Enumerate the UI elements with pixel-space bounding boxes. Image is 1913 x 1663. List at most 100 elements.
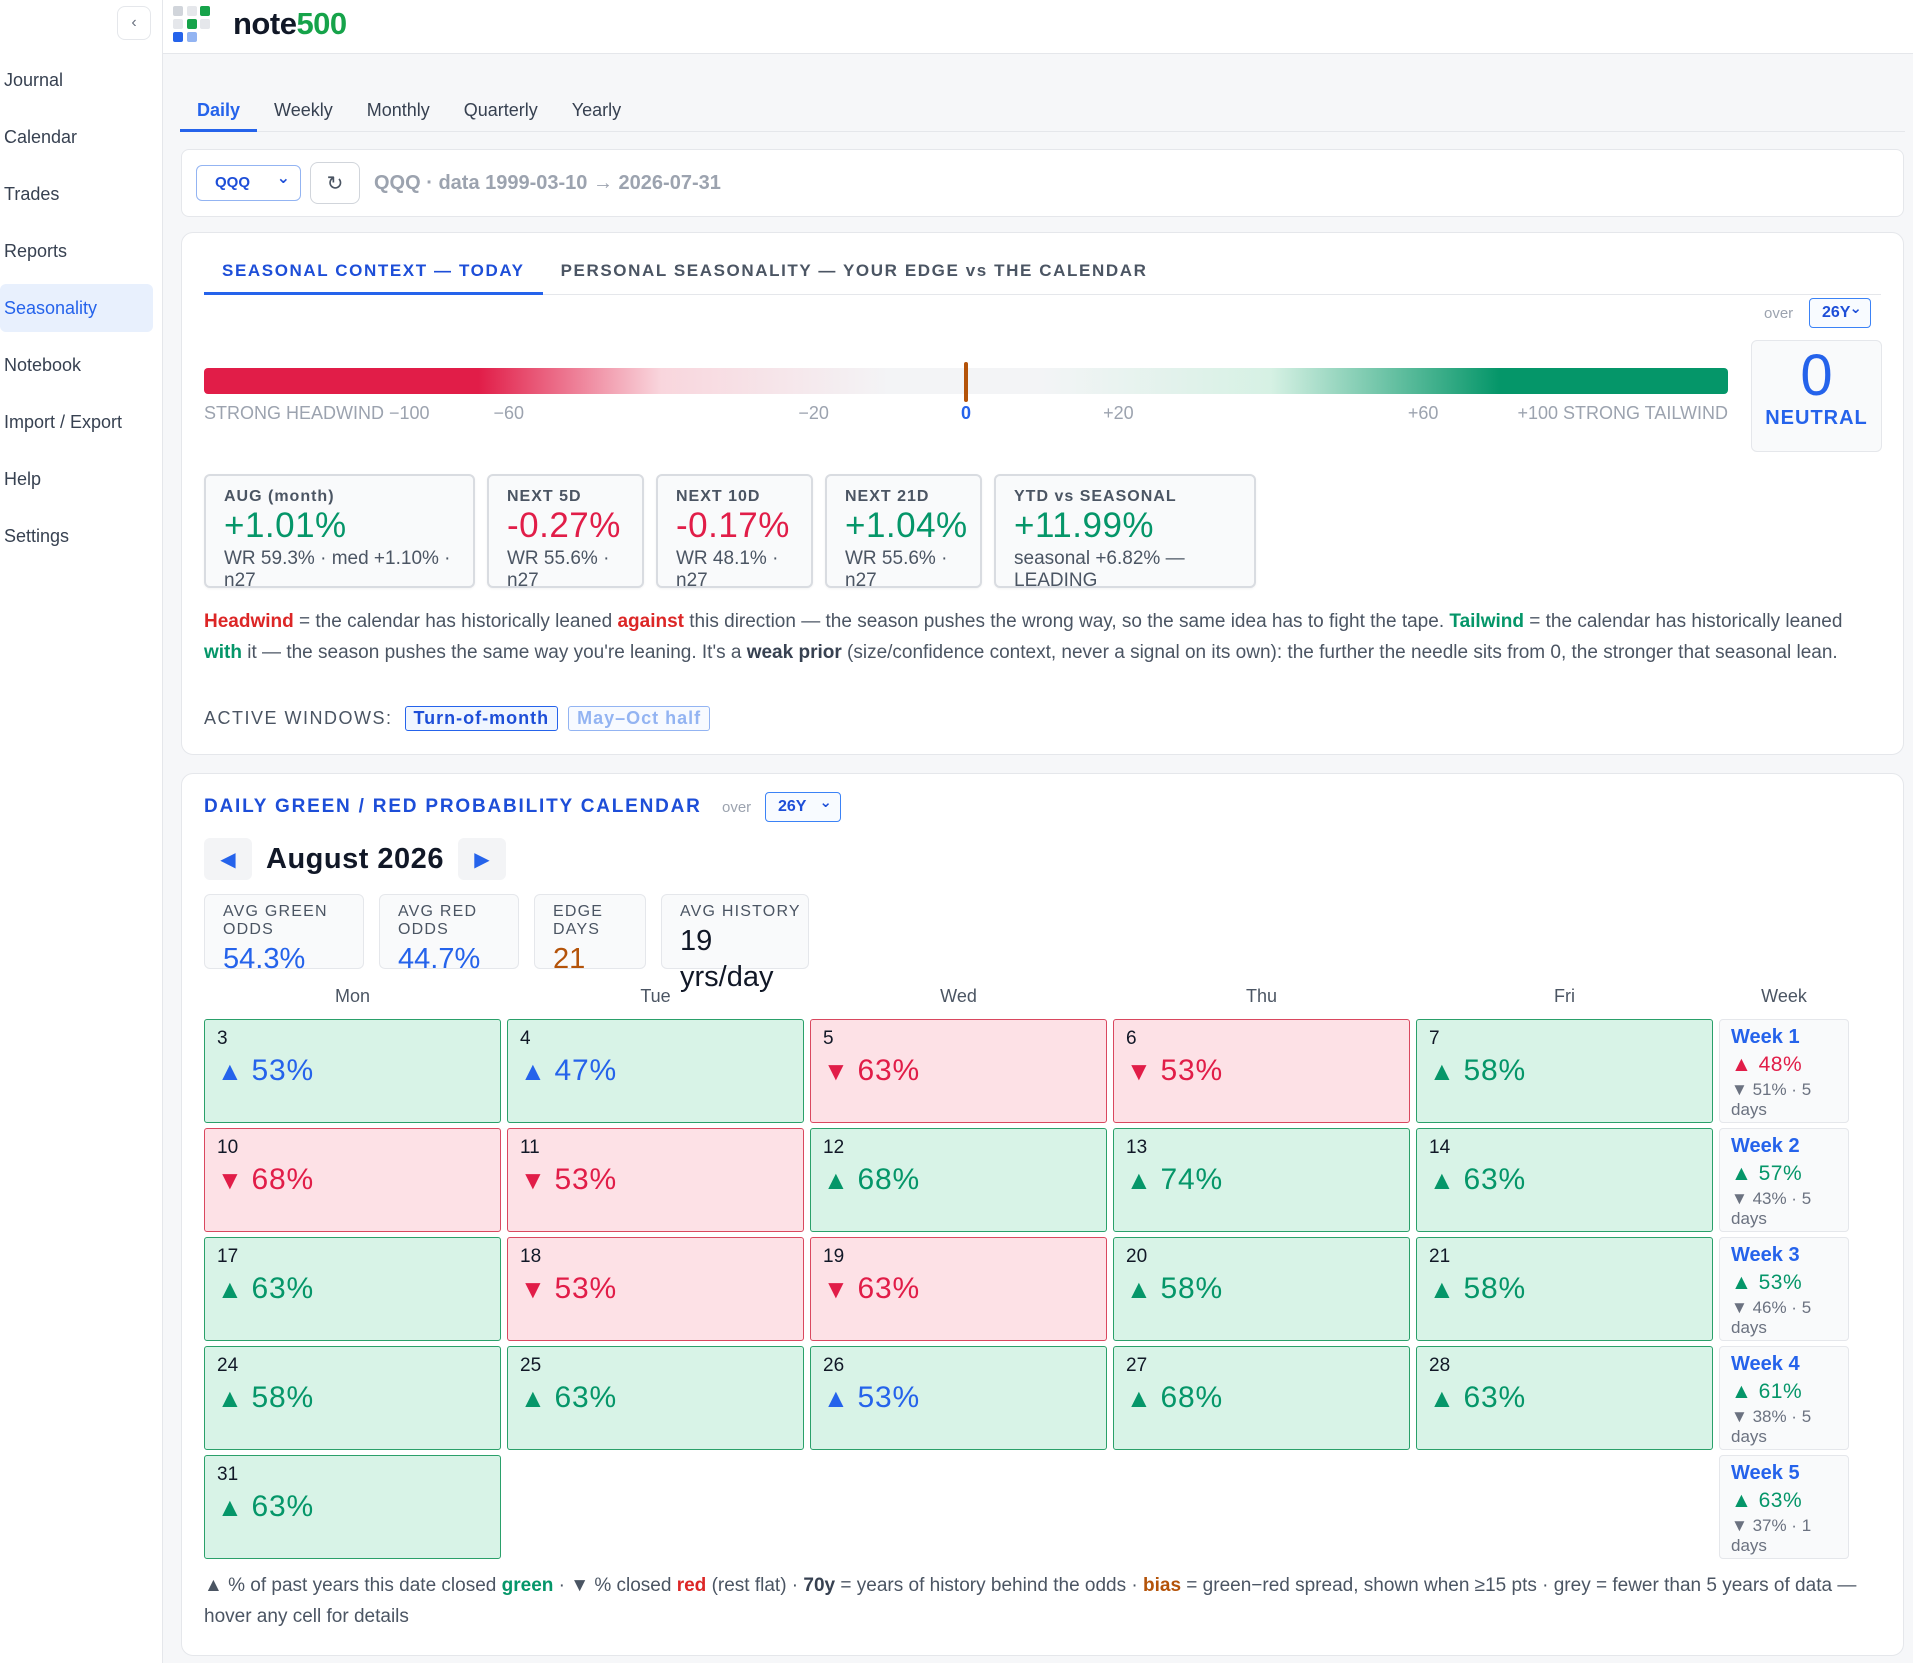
refresh-button[interactable]: ↻ bbox=[310, 162, 360, 204]
week-summary[interactable]: Week 2 ▲ 57% ▼ 43% · 5 days bbox=[1719, 1128, 1849, 1232]
ticker-bar: QQQ ↻ QQQ · data 1999-03-10 → 2026-07-31 bbox=[181, 149, 1904, 217]
week-red-value: 37% · 1 days bbox=[1731, 1516, 1812, 1555]
week-red-value: 43% · 5 days bbox=[1731, 1189, 1812, 1228]
context-range-select[interactable]: 26Y bbox=[1809, 295, 1871, 328]
weekday-fri: Fri bbox=[1554, 986, 1575, 1006]
stat-value: +11.99% bbox=[1014, 506, 1155, 545]
tab-monthly[interactable]: Monthly bbox=[366, 100, 430, 120]
day-number: 5 bbox=[823, 1028, 834, 1049]
sidebar-item-import-export[interactable]: Import / Export bbox=[4, 411, 123, 432]
week-summary[interactable]: Week 3 ▲ 53% ▼ 46% · 5 days bbox=[1719, 1237, 1849, 1341]
triangle-down-icon: ▼ bbox=[1731, 1080, 1753, 1099]
day-cell[interactable]: 19 ▼ 63% bbox=[810, 1237, 1107, 1341]
sidebar-item-trades[interactable]: Trades bbox=[4, 183, 60, 204]
day-number: 25 bbox=[520, 1355, 542, 1376]
day-number: 14 bbox=[1429, 1137, 1451, 1158]
odds-value: 68% bbox=[857, 1163, 920, 1196]
stat-value: -0.27% bbox=[507, 506, 621, 545]
context-tabs: SEASONAL CONTEXT — TODAY PERSONAL SEASONA… bbox=[204, 251, 1881, 295]
sidebar-item-help[interactable]: Help bbox=[4, 468, 42, 489]
day-cell[interactable]: 31 ▲ 63% bbox=[204, 1455, 501, 1559]
week-red-odds: ▼ 51% · 5 days bbox=[1731, 1080, 1848, 1120]
brand-name: note500 bbox=[233, 6, 347, 41]
week-summary[interactable]: Week 1 ▲ 48% ▼ 51% · 5 days bbox=[1719, 1019, 1849, 1123]
odds-value: 63% bbox=[251, 1490, 314, 1523]
day-cell[interactable]: 21 ▲ 58% bbox=[1416, 1237, 1713, 1341]
day-cell[interactable]: 27 ▲ 68% bbox=[1113, 1346, 1410, 1450]
day-number: 10 bbox=[217, 1137, 239, 1158]
day-cell[interactable]: 18 ▼ 53% bbox=[507, 1237, 804, 1341]
day-cell[interactable]: 4 ▲ 47% bbox=[507, 1019, 804, 1123]
weekday-week: Week bbox=[1761, 986, 1807, 1006]
stat-card: NEXT 21D +1.04% WR 55.6% · n27 bbox=[825, 474, 982, 591]
day-odds: ▼ 68% bbox=[217, 1163, 500, 1197]
week-red-odds: ▼ 38% · 5 days bbox=[1731, 1407, 1848, 1447]
calendar-range-select[interactable]: 26Y bbox=[765, 789, 841, 822]
stat-label: NEXT 5D bbox=[507, 488, 582, 505]
day-cell[interactable]: 26 ▲ 53% bbox=[810, 1346, 1107, 1450]
triangle-up-icon: ▲ bbox=[1429, 1056, 1456, 1086]
tab-personal-seasonality[interactable]: PERSONAL SEASONALITY — YOUR EDGE vs THE … bbox=[560, 261, 1148, 280]
score-value: 0 bbox=[1800, 343, 1833, 408]
month-navigator: ◀ August 2026 ▶ bbox=[204, 838, 506, 880]
tab-weekly[interactable]: Weekly bbox=[274, 100, 333, 120]
day-cell[interactable]: 10 ▼ 68% bbox=[204, 1128, 501, 1232]
day-cell[interactable]: 11 ▼ 53% bbox=[507, 1128, 804, 1232]
tab-seasonal-context[interactable]: SEASONAL CONTEXT — TODAY bbox=[204, 251, 543, 295]
window-pill[interactable]: May–Oct half bbox=[568, 706, 711, 731]
stat-card: YTD vs SEASONAL +11.99% seasonal +6.82% — … bbox=[994, 474, 1256, 591]
week-green-value: 61% bbox=[1758, 1380, 1803, 1403]
day-number: 3 bbox=[217, 1028, 228, 1049]
ticker-select[interactable]: QQQ bbox=[196, 162, 301, 201]
week-red-odds: ▼ 46% · 5 days bbox=[1731, 1298, 1848, 1338]
chevron-left-icon[interactable]: ‹ bbox=[117, 6, 151, 40]
week-name: Week 2 bbox=[1731, 1135, 1800, 1157]
day-cell[interactable]: 13 ▲ 74% bbox=[1113, 1128, 1410, 1232]
headwind-tailwind-explanation: Headwind = the calendar has historically… bbox=[204, 611, 1843, 663]
week-green-odds: ▲ 53% bbox=[1731, 1271, 1848, 1295]
triangle-down-icon: ▼ bbox=[520, 1165, 547, 1195]
stat-subtext: WR 55.6% · n27 bbox=[507, 548, 610, 591]
sidebar: ‹ Journal Calendar Trades Reports Seasonalit… bbox=[0, 0, 163, 1663]
sidebar-item-settings[interactable]: Settings bbox=[4, 525, 70, 546]
tab-daily[interactable]: Daily bbox=[180, 90, 258, 132]
ticker-data-range: QQQ · data 1999-03-10 → 2026-07-31 bbox=[374, 172, 721, 194]
triangle-down-icon: ▼ bbox=[1731, 1407, 1753, 1426]
sidebar-item-calendar[interactable]: Calendar bbox=[4, 126, 78, 147]
day-number: 28 bbox=[1429, 1355, 1451, 1376]
day-cell[interactable]: 3 ▲ 53% bbox=[204, 1019, 501, 1123]
week-green-odds: ▲ 63% bbox=[1731, 1489, 1848, 1513]
sidebar-item-seasonality[interactable]: Seasonality bbox=[0, 284, 153, 332]
day-odds: ▲ 58% bbox=[1126, 1272, 1409, 1306]
sidebar-item-reports[interactable]: Reports bbox=[4, 240, 68, 261]
week-summary[interactable]: Week 5 ▲ 63% ▼ 37% · 1 days bbox=[1719, 1455, 1849, 1559]
weekday-wed: Wed bbox=[940, 986, 977, 1006]
gauge-tick-label: −60 bbox=[493, 403, 525, 423]
day-cell[interactable]: 12 ▲ 68% bbox=[810, 1128, 1107, 1232]
window-pill[interactable]: Turn-of-month bbox=[404, 706, 559, 731]
day-cell[interactable]: 5 ▼ 63% bbox=[810, 1019, 1107, 1123]
prev-month-button[interactable]: ◀ bbox=[204, 838, 252, 880]
calendar-summary: AVG GREEN ODDS 54.3% AVG RED ODDS 44.7% EDGE… bbox=[204, 894, 809, 993]
next-month-button[interactable]: ▶ bbox=[457, 838, 506, 880]
day-cell[interactable]: 25 ▲ 63% bbox=[507, 1346, 804, 1450]
sidebar-item-notebook[interactable]: Notebook bbox=[4, 354, 82, 375]
day-odds: ▲ 58% bbox=[1429, 1272, 1712, 1306]
week-summary[interactable]: Week 4 ▲ 61% ▼ 38% · 5 days bbox=[1719, 1346, 1849, 1450]
day-odds: ▲ 63% bbox=[217, 1490, 500, 1524]
stat-card: NEXT 10D -0.17% WR 48.1% · n27 bbox=[656, 474, 813, 591]
day-cell[interactable]: 24 ▲ 58% bbox=[204, 1346, 501, 1450]
tab-quarterly[interactable]: Quarterly bbox=[463, 100, 538, 120]
tab-yearly[interactable]: Yearly bbox=[571, 100, 622, 120]
triangle-down-icon: ▼ bbox=[1731, 1298, 1753, 1317]
day-cell[interactable]: 14 ▲ 63% bbox=[1416, 1128, 1713, 1232]
day-cell[interactable]: 17 ▲ 63% bbox=[204, 1237, 501, 1341]
day-cell[interactable]: 28 ▲ 63% bbox=[1416, 1346, 1713, 1450]
sidebar-item-journal[interactable]: Journal bbox=[4, 69, 64, 90]
odds-value: 63% bbox=[1463, 1381, 1526, 1414]
day-cell[interactable]: 7 ▲ 58% bbox=[1416, 1019, 1713, 1123]
gauge-labels: STRONG HEADWIND −100 −60 −20 0 +20 +60 +100 ST… bbox=[204, 403, 1728, 425]
day-number: 6 bbox=[1126, 1028, 1137, 1049]
day-cell[interactable]: 6 ▼ 53% bbox=[1113, 1019, 1410, 1123]
day-cell[interactable]: 20 ▲ 58% bbox=[1113, 1237, 1410, 1341]
